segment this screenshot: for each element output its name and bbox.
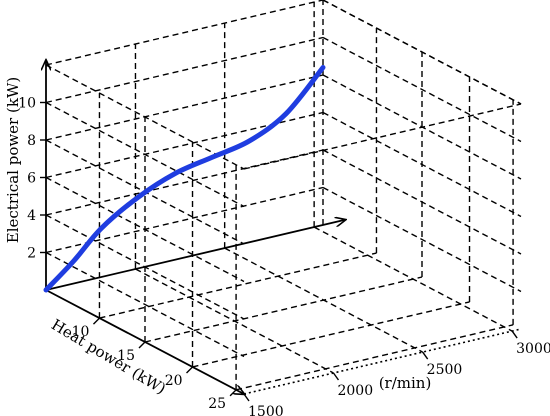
- y-tick-label-1: 15: [117, 348, 135, 364]
- y-tick-label-2: 20: [165, 373, 183, 389]
- grid-lines: [45, 0, 522, 395]
- x-tick-mark-0: [243, 393, 250, 402]
- series-layer: [43, 65, 326, 293]
- grid-right-z-0: [322, 186, 522, 293]
- z-axis-title: Electrical power (kW): [4, 77, 22, 243]
- x-tick-mark-2: [422, 351, 429, 360]
- tick-labels: 2 4 6 8 10 10 15 20 25 1500 2000 2500 3000: [18, 96, 550, 416]
- grid-floor-u-1: [224, 247, 423, 353]
- grid-back-z-4: [45, 36, 324, 104]
- grid-floor-u-2: [313, 226, 513, 332]
- y-tick-mark-1: [138, 341, 146, 349]
- grid-right-z-1: [322, 149, 522, 255]
- z-tick-label-4: 10: [18, 96, 36, 112]
- x-tick-label-0: 1500: [248, 404, 284, 416]
- grid-back-z-5: [45, 0, 324, 66]
- grid-top-front: [243, 103, 522, 170]
- grid-right-z-2: [322, 111, 522, 218]
- x-tick-mark-1: [332, 372, 340, 381]
- y-tick-mark-3: [229, 389, 237, 397]
- grid-floor-v-1: [144, 276, 423, 343]
- y-axis-title: Heat power (kW): [48, 315, 169, 397]
- x-tick-label-2: 2500: [427, 362, 463, 378]
- grid-floor-v-3: [235, 324, 514, 391]
- grid-back-z-3: [45, 74, 324, 141]
- y-tick-label-0: 10: [72, 324, 90, 340]
- grid-left-z-0: [45, 251, 245, 358]
- speed-back-axis-line: [45, 220, 345, 291]
- x-tick-label-3: 3000: [516, 341, 550, 357]
- grid-back-z-0: [45, 186, 324, 254]
- x-tick-mark-3: [511, 330, 518, 339]
- grid-right-z-4: [322, 36, 522, 143]
- grid-floor-v-0: [99, 252, 377, 319]
- y-tick-mark-2: [186, 366, 194, 374]
- x-tick-label-1: 2000: [337, 383, 373, 399]
- z-tick-label-1: 4: [27, 208, 36, 224]
- grid-top-left: [45, 64, 245, 170]
- series-line-0: [43, 65, 326, 293]
- z-tick-label-0: 2: [27, 246, 36, 262]
- z-tick-label-2: 6: [27, 171, 36, 187]
- grid-back-z-1: [45, 149, 324, 216]
- grid-back-z-2: [45, 111, 324, 179]
- grid-top-right: [322, 0, 522, 105]
- grid-floor-u-0: [135, 268, 334, 374]
- z-tick-label-3: 8: [27, 133, 36, 149]
- y-tick-label-3: 25: [208, 396, 226, 412]
- grid-floor-v-2: [192, 301, 470, 368]
- y-tick-mark-0: [92, 317, 100, 325]
- x-axis-title: (r/min): [379, 374, 432, 392]
- axes: [40, 61, 518, 402]
